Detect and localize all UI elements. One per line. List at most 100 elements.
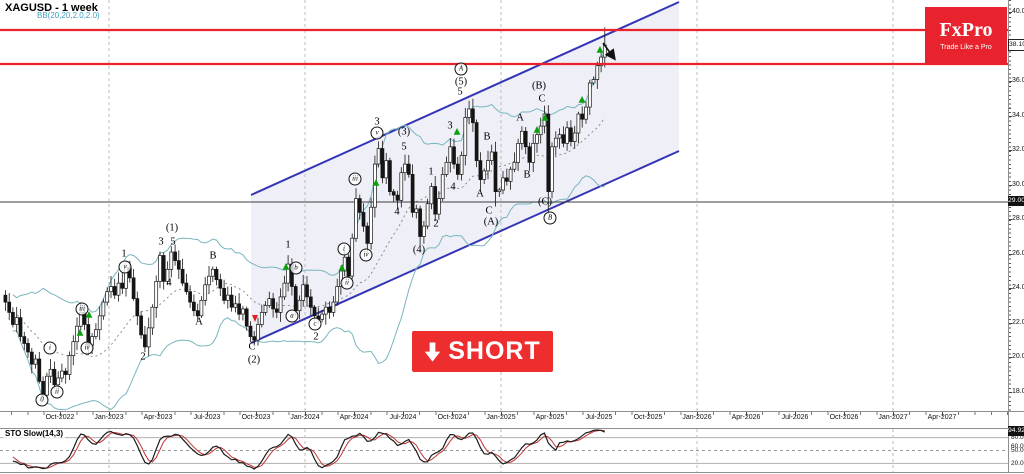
time-tick-label: Oct-2025	[633, 414, 663, 421]
price-tick-label: 30.00	[1012, 180, 1024, 188]
fxpro-brand-text: FxPro	[939, 19, 993, 41]
candles	[3, 27, 607, 401]
stochastic-plot-area[interactable]	[0, 429, 1008, 472]
wave-label-circled: iv	[359, 248, 373, 262]
price-tick-mark	[1008, 288, 1012, 290]
wave-label: 4	[166, 277, 172, 289]
wave-label: (1)	[165, 222, 179, 234]
fxpro-tagline: Trade Like a Pro	[940, 44, 992, 51]
price-tick-mark	[1008, 219, 1012, 221]
bollinger-lower-band	[12, 175, 605, 411]
price-tick-mark	[1008, 81, 1012, 83]
time-tick-mark	[648, 411, 649, 416]
bollinger-middle-band	[12, 117, 606, 357]
time-tick-mark	[599, 411, 600, 416]
time-tick-mark	[354, 411, 355, 416]
sto-k-line	[12, 429, 606, 470]
short-label: SHORT	[448, 337, 541, 365]
price-tick-label: 34.00	[1012, 111, 1024, 119]
price-tick-mark	[1008, 184, 1012, 186]
wave-label-circled: ii	[340, 276, 354, 290]
down-arrow-icon	[424, 341, 441, 362]
time-tick-label: Apr-2024	[339, 414, 369, 421]
price-tick-label: 22.00	[1012, 318, 1024, 326]
channel-upper-line	[250, 1, 680, 196]
short-signal-badge: SHORT	[412, 331, 553, 372]
wave-label: 3	[158, 236, 164, 248]
projection-arrow	[602, 42, 616, 61]
main-plot-area[interactable]	[0, 0, 1008, 411]
wave-label-circled: 0	[35, 393, 49, 407]
wave-label: 3	[447, 120, 453, 132]
buy-signal-arrow	[85, 311, 93, 318]
wave-label: (C)	[538, 196, 552, 208]
time-tick-mark	[844, 411, 845, 416]
price-tick-mark	[1008, 322, 1012, 324]
wave-label-circled: b	[289, 261, 303, 275]
time-tick-label: Apr-2025	[535, 414, 565, 421]
sto-tick-label: 80.00	[1011, 434, 1024, 442]
time-tick-mark	[893, 411, 894, 416]
wave-label: A	[195, 316, 203, 328]
wave-label-circled: v	[370, 126, 384, 140]
price-tick-label: 28.00	[1012, 215, 1024, 223]
price-tick-label: 18.00	[1012, 387, 1024, 395]
wave-label-circled: a	[285, 309, 299, 323]
wave-label: 2	[433, 218, 439, 230]
time-tick-label: Oct-2022	[45, 414, 75, 421]
time-tick-label: Jul-2023	[193, 414, 221, 421]
time-tick-label: Apr-2023	[143, 414, 173, 421]
wave-label: 1	[428, 166, 434, 178]
time-tick-label: Oct-2024	[437, 414, 467, 421]
wave-label-circled: iii	[75, 302, 89, 316]
time-tick-label: Apr-2026	[731, 414, 761, 421]
time-tick-mark	[550, 411, 551, 416]
time-tick-mark	[207, 411, 208, 416]
wave-label: 4	[450, 181, 456, 193]
price-tick-mark	[1008, 12, 1012, 14]
wave-label: 2	[140, 351, 146, 363]
wave-label-circled: A	[454, 62, 468, 76]
current-price-badge: 38.10	[1008, 39, 1024, 51]
time-tick-mark	[942, 411, 943, 416]
wave-label: C	[485, 205, 493, 217]
bollinger-indicator-label: BB(20,20,2.0,2.0)	[37, 11, 100, 20]
wave-label: (A)	[483, 216, 499, 228]
wave-label: 5	[170, 236, 176, 248]
stochastic-indicator-label: STO Slow(14,3)	[3, 429, 66, 438]
wave-label: B	[483, 131, 491, 143]
time-tick-mark	[697, 411, 698, 416]
time-tick-label: Jan-2027	[878, 414, 908, 421]
price-tick-mark	[1008, 115, 1012, 117]
sto-tick-label: 60.00	[1011, 442, 1024, 450]
price-tick-label: 24.00	[1012, 284, 1024, 292]
wave-label-circled: i	[43, 341, 57, 355]
time-tick-mark	[305, 411, 306, 416]
time-tick-mark	[256, 411, 257, 416]
time-tick-mark	[501, 411, 502, 416]
price-tick-label: 20.00	[1012, 353, 1024, 361]
support-level-badge: 29.00	[1008, 196, 1024, 206]
time-tick-label: Oct-2026	[829, 414, 859, 421]
time-tick-label: Apr-2027	[927, 414, 957, 421]
wave-label: C	[538, 93, 546, 105]
wave-label: 5	[401, 141, 407, 153]
price-tick-label: 26.00	[1012, 249, 1024, 257]
time-tick-label: Jul-2026	[781, 414, 809, 421]
price-tick-mark	[1008, 357, 1012, 359]
buy-signal-arrow	[578, 96, 586, 103]
time-tick-label: Jul-2025	[585, 414, 613, 421]
time-tick-label: Jan-2024	[290, 414, 320, 421]
symbol-title: XAGUSD - 1 week	[5, 2, 98, 14]
wave-label: 4	[394, 206, 400, 218]
fxpro-logo: FxPro Trade Like a Pro	[925, 7, 1007, 64]
time-tick-mark	[795, 411, 796, 416]
price-axis-divider	[1008, 0, 1009, 472]
sell-signal-arrow	[252, 315, 258, 322]
bottom-border	[0, 472, 1024, 473]
buy-signal-arrow	[596, 46, 604, 53]
buy-signal-arrow	[541, 114, 549, 121]
wave-label: 1	[121, 248, 127, 260]
buy-signal-arrow	[76, 329, 84, 336]
price-tick-mark	[1008, 150, 1012, 152]
